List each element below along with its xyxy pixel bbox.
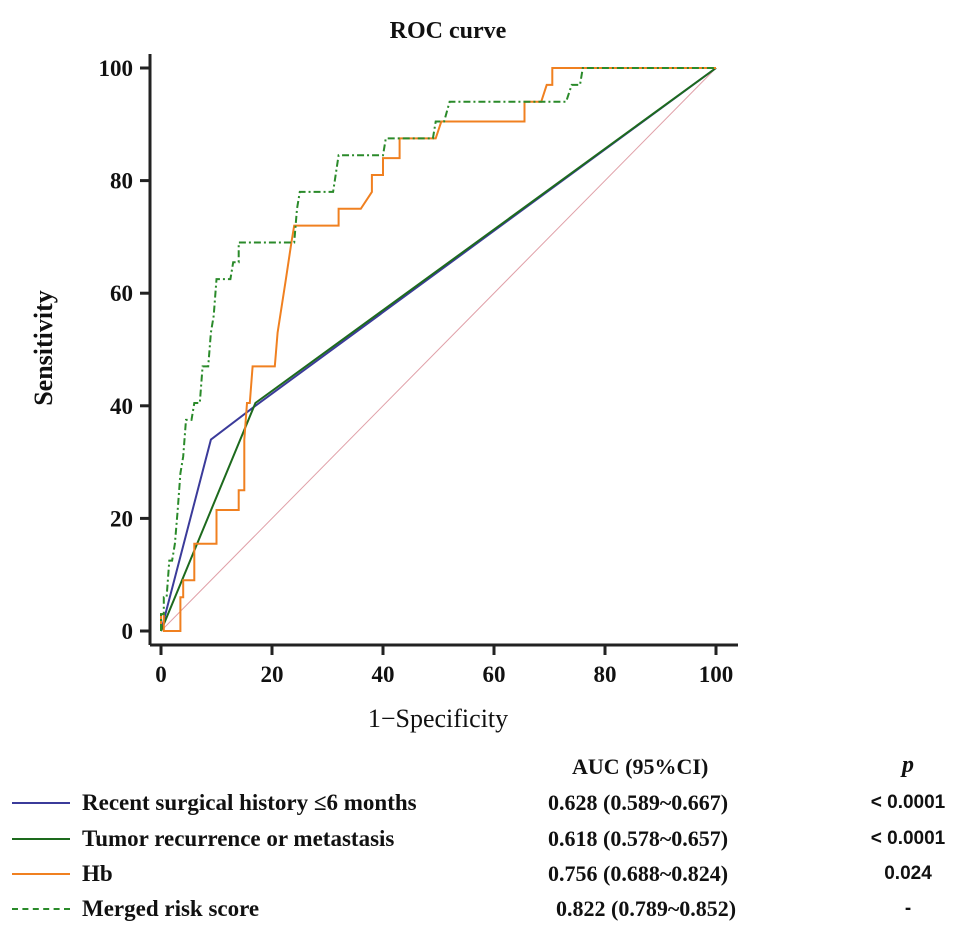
legend-auc-value: 0.756 (0.688~0.824) <box>548 861 729 886</box>
legend-auc-value: 0.618 (0.578~0.657) <box>548 826 729 851</box>
p-value-header: p <box>902 752 914 778</box>
y-tick-label: 60 <box>110 281 133 306</box>
legend-swatch <box>12 873 70 875</box>
x-tick-label: 20 <box>261 662 284 687</box>
legend-row: Hb 0.756 (0.688~0.824) 0.024 <box>0 857 966 891</box>
legend-label: Recent surgical history ≤6 months <box>82 790 417 815</box>
y-tick-label: 40 <box>110 394 133 419</box>
legend-p-value: < 0.0001 <box>870 828 946 849</box>
x-tick-label: 80 <box>594 662 617 687</box>
legend-auc-value: 0.822 (0.789~0.852) <box>556 896 737 921</box>
legend-row: Tumor recurrence or metastasis 0.618 (0.5… <box>0 822 966 856</box>
auc-header: AUC (95%CI) <box>572 754 709 779</box>
x-tick-label: 40 <box>372 662 395 687</box>
series-layer <box>160 67 717 632</box>
x-tick-label: 0 <box>155 662 167 687</box>
legend-label: Hb <box>82 861 113 886</box>
x-tick-label: 100 <box>699 662 734 687</box>
series-line-3 <box>160 67 716 632</box>
y-tick-label: 0 <box>122 619 134 644</box>
y-tick-label: 100 <box>99 56 134 81</box>
legend-swatch <box>12 802 70 804</box>
legend-row: Merged risk score 0.822 (0.789~0.852) - <box>0 892 966 926</box>
x-axis-label: 1−Specificity <box>368 704 508 733</box>
legend-p-value: < 0.0001 <box>870 792 946 813</box>
axes: 0 20 40 60 80 100 0 20 40 60 80 100 <box>99 54 738 687</box>
legend-auc-value: 0.628 (0.589~0.667) <box>548 790 729 815</box>
reference-diagonal <box>160 67 717 632</box>
series-line-4 <box>160 67 716 631</box>
y-tick-label: 20 <box>110 506 133 531</box>
chart-title: ROC curve <box>390 18 507 44</box>
series-line-1 <box>160 67 717 632</box>
x-tick-label: 60 <box>483 662 506 687</box>
legend-p-value: 0.024 <box>884 863 932 884</box>
legend-swatch <box>12 908 70 910</box>
legend-label: Tumor recurrence or metastasis <box>82 826 395 851</box>
legend-label: Merged risk score <box>82 896 260 921</box>
legend-p-value: - <box>904 898 912 919</box>
reference-line <box>160 67 717 632</box>
roc-chart: ROC curve 0 20 40 60 80 100 0 20 40 60 80 100 1−Spe… <box>29 18 738 733</box>
y-axis-label: Sensitivity <box>29 290 58 406</box>
y-tick-label: 80 <box>110 169 133 194</box>
legend-swatch <box>12 838 70 840</box>
legend-row: Recent surgical history ≤6 months 0.628 (… <box>0 786 966 820</box>
series-line-2 <box>160 67 717 632</box>
